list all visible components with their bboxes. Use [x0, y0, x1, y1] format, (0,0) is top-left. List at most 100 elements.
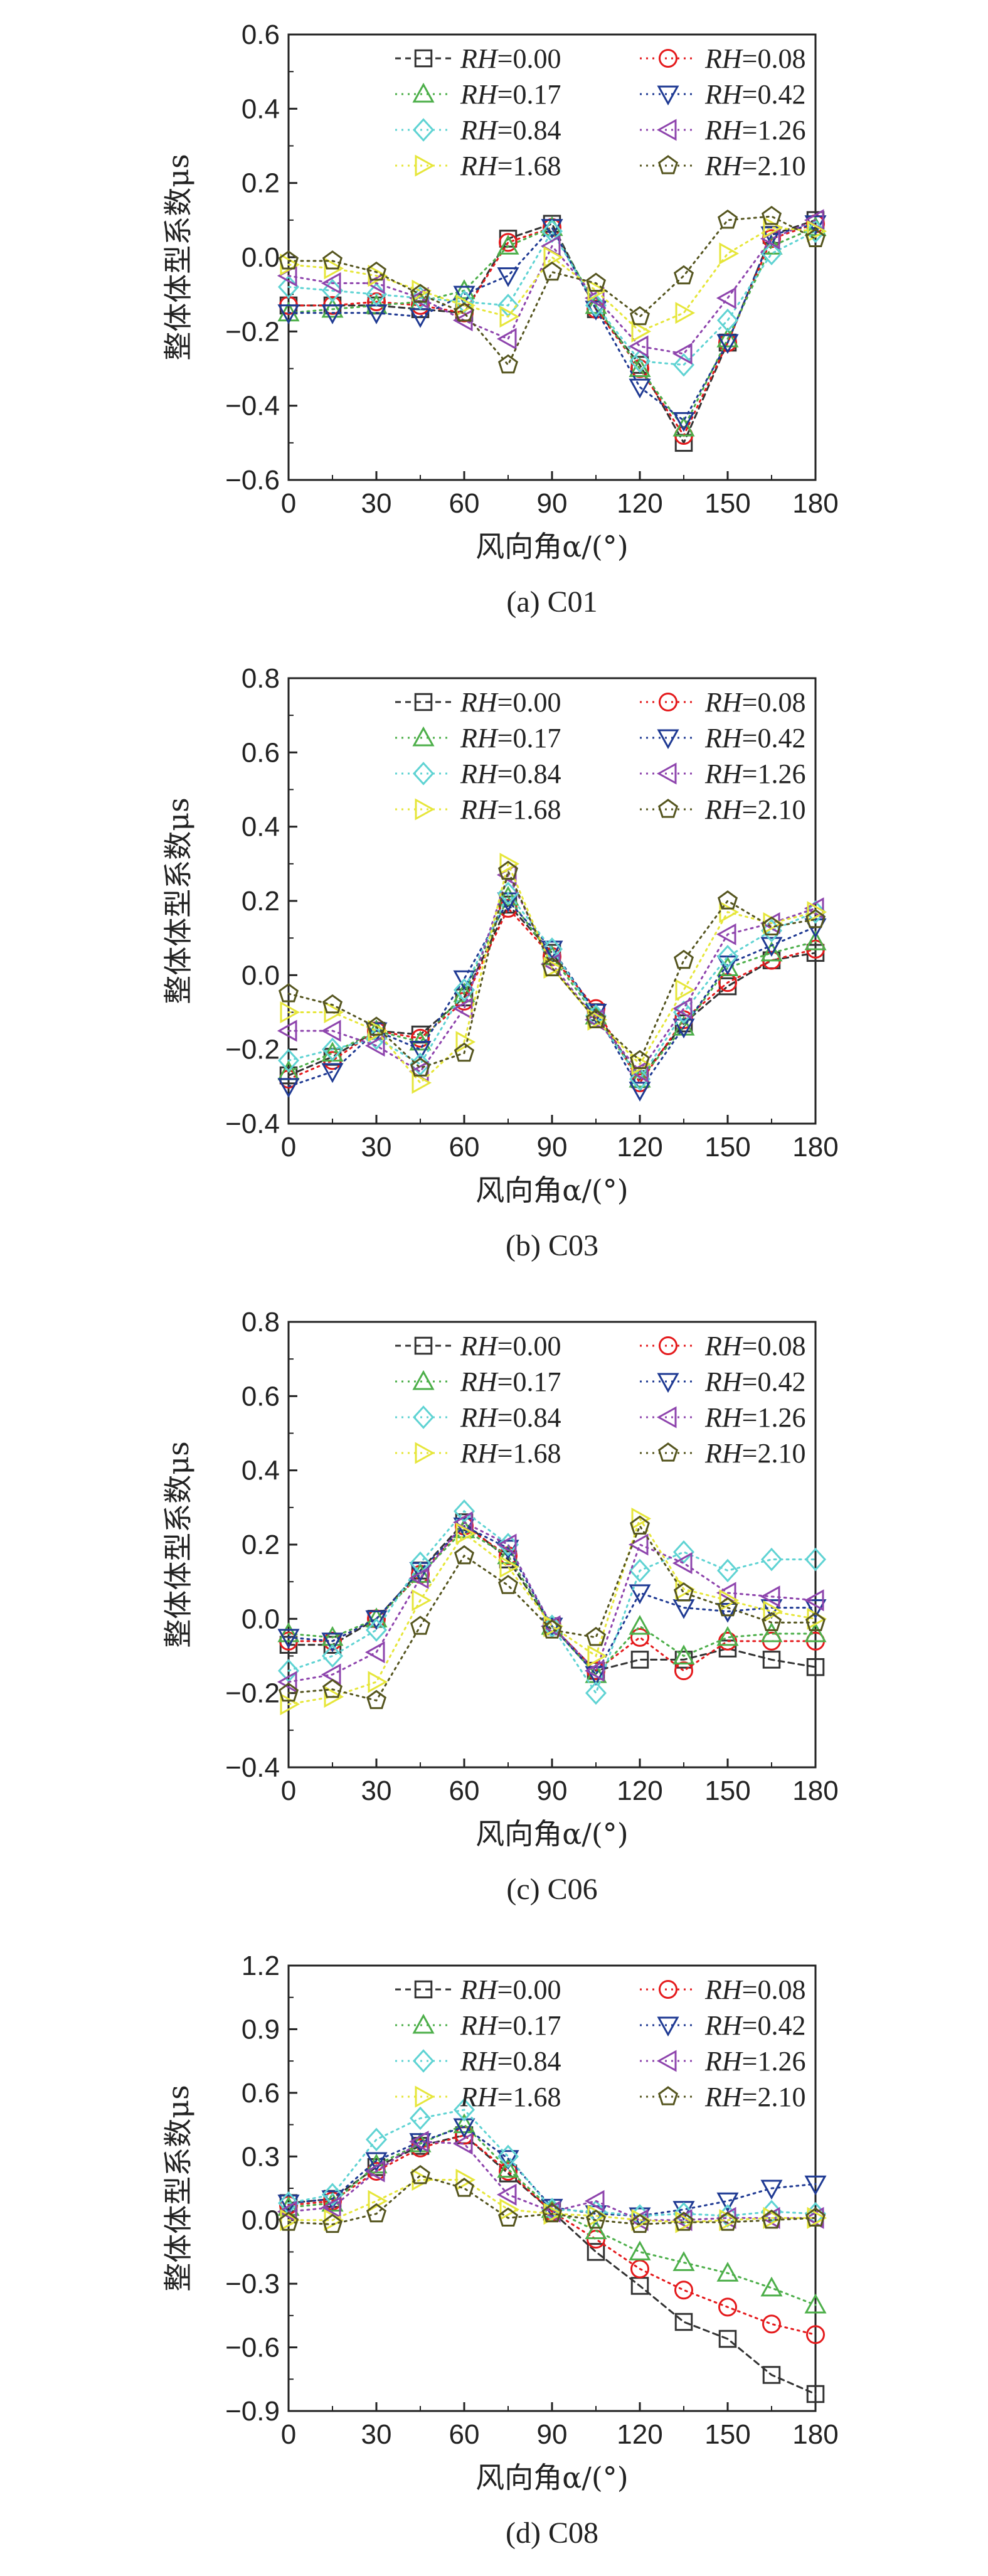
data-point-c-7-5 [497, 1575, 519, 1594]
legend-marker-c-0 [414, 1336, 433, 1355]
data-point-c-0-12 [806, 1658, 825, 1676]
data-point-c-6-3 [412, 1589, 432, 1612]
data-point-a-3-9 [672, 412, 695, 432]
series-a-6 [280, 216, 827, 343]
data-point-d-3-9 [672, 2201, 695, 2221]
data-point-c-6-1 [324, 1686, 344, 1708]
data-point-b-5-10 [716, 923, 736, 945]
legend-label-a-0: RH=0.00 [460, 43, 561, 74]
y-tick-label-c-3: 0.2 [242, 1530, 280, 1560]
legend-marker-c-2 [412, 1370, 435, 1390]
data-point-d-6-0 [280, 2209, 300, 2232]
legend-item-b-1: RH=0.08 [640, 687, 805, 718]
series-line-c-4 [287, 1509, 817, 1696]
legend-marker-d-1 [659, 1980, 677, 1999]
data-point-a-4-10 [716, 308, 739, 333]
data-point-c-4-11 [760, 1547, 783, 1572]
data-point-c-4-12 [804, 1547, 827, 1572]
series-c-6 [280, 1508, 827, 1715]
chart-svg-a: 0 30 60 90 120 150 180 −0.6 −0.4 −0.2 0.0 0.2 0.4 0.6… [161, 19, 839, 619]
data-point-d-7-8 [629, 2213, 651, 2233]
data-point-d-4-3 [409, 2106, 432, 2131]
data-point-b-7-1 [322, 994, 343, 1014]
x-tick-label-c-5: 150 [704, 1775, 750, 1806]
legend-label-b-2: RH=0.17 [460, 723, 561, 753]
x-tick-label-a-1: 30 [361, 488, 392, 519]
legend-label-c-0: RH=0.00 [460, 1331, 561, 1361]
series-d-7 [278, 2164, 826, 2233]
legend-label-c-7: RH=2.10 [704, 1438, 805, 1469]
data-point-a-5-10 [716, 287, 736, 309]
y-tick-label-c-6: 0.8 [242, 1307, 280, 1338]
data-point-d-7-5 [497, 2207, 519, 2227]
data-point-c-7-3 [410, 1615, 431, 1635]
x-tick-label-a-0: 0 [281, 488, 296, 519]
data-point-d-4-11 [760, 2200, 783, 2223]
legend-label-d-6: RH=1.68 [460, 2082, 561, 2112]
data-point-a-2-7 [585, 294, 607, 314]
series-line-a-6 [287, 226, 817, 333]
legend-item-c-4: RH=0.84 [395, 1402, 561, 1433]
data-point-c-7-1 [322, 1678, 343, 1698]
legend-marker-d-3 [657, 2016, 679, 2037]
data-point-c-2-5 [497, 1544, 519, 1565]
data-point-b-7-10 [717, 890, 738, 910]
legend-item-d-3: RH=0.42 [640, 2010, 805, 2041]
legend-marker-a-6 [415, 154, 435, 177]
data-point-c-0-11 [762, 1651, 781, 1669]
y-tick-label-b-4: 0.4 [242, 812, 280, 843]
series-c-2 [277, 1518, 827, 1683]
series-d-1 [279, 2126, 825, 2344]
data-point-a-2-5 [497, 235, 519, 255]
legend-item-a-2: RH=0.17 [395, 79, 561, 110]
legend-label-a-5: RH=1.26 [704, 115, 805, 146]
series-b-3 [277, 892, 827, 1102]
data-point-a-7-11 [761, 206, 782, 225]
data-point-c-2-12 [804, 1622, 827, 1642]
data-point-c-2-11 [760, 1622, 783, 1642]
legend-item-d-7: RH=2.10 [640, 2082, 805, 2112]
legend-marker-a-0 [414, 49, 433, 68]
legend-item-d-2: RH=0.17 [395, 2010, 561, 2041]
legend-item-b-5: RH=1.26 [640, 758, 805, 789]
series-line-a-3 [287, 223, 817, 422]
data-point-b-7-6 [541, 957, 563, 977]
data-point-b-7-2 [366, 1016, 387, 1036]
data-point-a-5-8 [628, 335, 649, 358]
data-point-c-7-6 [541, 1619, 563, 1639]
legend-marker-c-1 [659, 1336, 677, 1355]
data-point-c-3-10 [716, 1603, 739, 1623]
legend-item-d-4: RH=0.84 [395, 2046, 561, 2077]
series-c-4 [277, 1499, 827, 1705]
data-point-a-3-1 [321, 304, 344, 324]
data-point-d-3-10 [716, 2192, 739, 2213]
y-tick-label-a-6: 0.6 [242, 19, 280, 50]
series-line-b-1 [287, 907, 817, 1085]
data-point-c-5-8 [628, 1533, 649, 1556]
x-tick-label-a-6: 180 [792, 488, 838, 519]
legend-marker-c-5 [656, 1406, 677, 1429]
legend-marker-a-2 [412, 82, 435, 103]
data-point-a-6-11 [763, 216, 783, 239]
data-point-d-4-2 [365, 2127, 388, 2151]
data-point-d-1-12 [806, 2325, 825, 2344]
y-tick-label-d-6: 0.9 [242, 2014, 280, 2045]
series-b-4 [277, 881, 827, 1091]
legend-label-a-3: RH=0.42 [704, 79, 805, 110]
legend-label-d-3: RH=0.42 [704, 2010, 805, 2041]
data-point-c-7-2 [366, 1690, 387, 1710]
y-tick-label-a-3: 0.0 [242, 242, 280, 273]
x-tick-label-a-3: 90 [537, 488, 568, 519]
chart-panel-c: 0 30 60 90 120 150 180 −0.4 −0.2 0.0 0.2 0.4 0.6 0.8 风… [0, 1287, 988, 1931]
data-point-c-5-5 [496, 1533, 517, 1556]
series-a-1 [279, 214, 825, 445]
data-point-b-5-2 [364, 1035, 385, 1057]
legend-marker-d-2 [412, 2013, 435, 2034]
series-line-b-6 [287, 861, 817, 1085]
data-point-b-7-11 [761, 916, 782, 936]
legend-item-c-2: RH=0.17 [395, 1366, 561, 1397]
legend-label-c-1: RH=0.08 [704, 1331, 805, 1361]
data-point-b-3-10 [716, 955, 739, 976]
data-point-c-5-1 [321, 1663, 341, 1686]
data-point-d-7-6 [541, 2203, 563, 2223]
